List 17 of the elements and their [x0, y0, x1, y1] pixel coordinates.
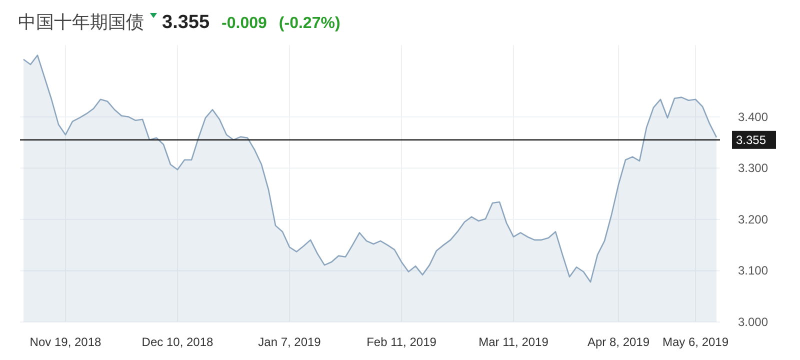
y-tick-label: 3.000: [738, 315, 768, 329]
x-tick-label: Feb 11, 2019: [366, 335, 437, 349]
ref-line-label: 3.355: [736, 132, 766, 147]
text: (-0.27%): [278, 15, 340, 32]
y-tick-label: 3.400: [738, 110, 768, 124]
y-tick-label: 3.300: [738, 161, 768, 176]
text: 3.355: [162, 12, 210, 33]
x-tick-label: May 6, 2019: [662, 335, 729, 349]
y-tick-label: 3.200: [738, 212, 768, 226]
x-tick-label: Jan 7, 2019: [258, 335, 322, 349]
text: -0.009: [222, 15, 268, 32]
x-tick-label: Nov 19, 2018: [30, 335, 102, 349]
x-tick-label: Apr 8, 2019: [587, 335, 650, 349]
chart-title: 中国十年期国债: [18, 12, 144, 32]
x-tick-label: Mar 11, 2019: [478, 335, 549, 349]
x-tick-label: Dec 10, 2018: [142, 335, 214, 349]
y-tick-label: 3.100: [738, 264, 768, 278]
